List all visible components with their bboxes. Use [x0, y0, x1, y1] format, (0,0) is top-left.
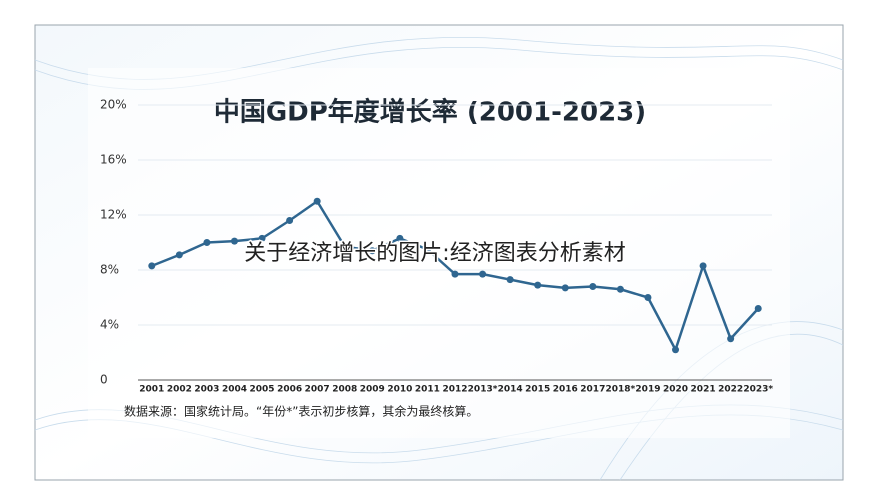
data-point — [672, 346, 680, 354]
x-tick-label: 2009 — [360, 385, 385, 395]
data-point — [754, 305, 762, 312]
data-point — [699, 262, 707, 270]
x-tick-label: 2021 — [691, 385, 716, 395]
data-point — [506, 276, 514, 284]
x-tick-label: 2015 — [525, 385, 550, 395]
data-point — [423, 245, 431, 253]
data-point — [561, 284, 569, 292]
x-tick-label: 2020 — [663, 385, 688, 395]
x-tick-label: 2013* — [468, 385, 498, 395]
x-tick-label: 2008 — [332, 385, 357, 395]
x-tick-label: 2010 — [387, 385, 412, 395]
y-tick-label: 20% — [100, 98, 127, 112]
y-tick-label: 16% — [100, 153, 127, 167]
y-tick-label: 8% — [100, 263, 119, 277]
x-tick-label: 2016 — [553, 385, 578, 395]
data-point — [258, 234, 266, 242]
chart-panel — [88, 68, 790, 438]
y-tick-label: 12% — [100, 208, 127, 222]
data-point — [727, 335, 735, 343]
data-point — [451, 270, 459, 278]
x-tick-label: 2011 — [415, 385, 440, 395]
data-point — [479, 270, 487, 278]
x-tick-label: 2007 — [305, 385, 330, 395]
x-tick-label: 2019 — [635, 385, 660, 395]
data-point — [616, 285, 624, 293]
data-point — [286, 217, 294, 224]
x-tick-label: 2018* — [606, 385, 636, 395]
data-point — [589, 283, 597, 290]
overlay-caption: 关于经济增长的图片:经济图表分析素材 — [244, 241, 625, 266]
data-point — [230, 237, 238, 245]
x-tick-label: 2002 — [167, 385, 192, 395]
source-note: 数据来源：国家统计局。“年份*”表示初步核算，其余为最终核算。 — [124, 404, 478, 419]
x-tick-label: 2014 — [498, 385, 523, 395]
x-tick-label: 2003 — [194, 385, 219, 395]
data-point — [396, 234, 404, 242]
plot: 04%8%12%16%20%2001 2002 2003 2004 2005 2006 20… — [100, 98, 773, 395]
x-tick-label: 2005 — [250, 385, 275, 395]
y-tick-label: 4% — [100, 318, 119, 332]
y-tick-label: 0 — [100, 373, 108, 387]
data-point — [534, 281, 542, 289]
data-point — [175, 251, 183, 259]
x-tick-label: 2023* — [743, 385, 773, 395]
x-tick-label: 2006 — [277, 385, 302, 395]
data-point — [341, 243, 349, 251]
data-point — [313, 197, 321, 205]
data-point — [148, 262, 156, 270]
chart-title: 中国GDP年度增长率 (2001-2023) — [214, 97, 646, 128]
x-tick-label: 2012 — [442, 385, 467, 395]
x-tick-label: 2004 — [222, 385, 247, 395]
x-tick-label: 2017 — [580, 385, 605, 395]
x-tick-label: 2001 — [139, 385, 164, 395]
data-point — [644, 294, 652, 301]
data-point — [368, 247, 376, 255]
data-point — [203, 239, 211, 246]
x-tick-label: 2022 — [718, 385, 743, 395]
